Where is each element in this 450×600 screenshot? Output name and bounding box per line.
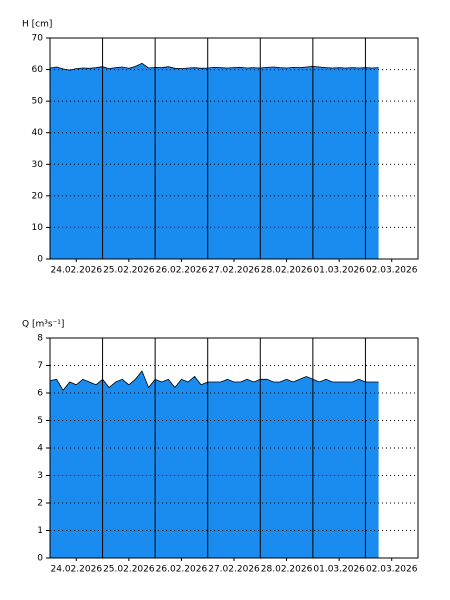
- y-tick-label: 2: [37, 499, 43, 509]
- y-tick-label: 0: [37, 255, 43, 265]
- x-tick-label: 27.02.2026: [208, 565, 260, 575]
- y-axis-label: Q [m³s⁻¹]: [22, 320, 64, 330]
- x-tick-label: 28.02.2026: [261, 565, 313, 575]
- y-tick-label: 7: [37, 361, 43, 371]
- y-tick-label: 70: [32, 34, 44, 44]
- area: [50, 371, 379, 558]
- area: [50, 63, 379, 259]
- y-tick-label: 0: [37, 554, 43, 564]
- x-tick-label: 27.02.2026: [208, 266, 260, 276]
- y-tick-label: 10: [32, 223, 44, 233]
- x-tick-label: 24.02.2026: [51, 565, 103, 575]
- x-tick-label: 25.02.2026: [103, 565, 155, 575]
- x-tick-label: 02.03.2026: [366, 266, 418, 276]
- area-outline: [49, 62, 379, 71]
- x-tick-label: 26.02.2026: [156, 565, 208, 575]
- y-tick-label: 30: [32, 160, 44, 170]
- y-tick-label: 1: [37, 526, 43, 536]
- plot-border: [49, 37, 419, 260]
- x-tick-label: 01.03.2026: [313, 266, 365, 276]
- y-tick-label: 5: [37, 416, 43, 426]
- x-tick-label: 28.02.2026: [261, 266, 313, 276]
- y-tick-label: 50: [32, 97, 44, 107]
- y-tick-label: 4: [37, 444, 43, 454]
- y-tick-label: 40: [32, 128, 44, 138]
- plot-border: [49, 337, 419, 559]
- y-tick-label: 8: [37, 334, 43, 344]
- y-axis-label: H [cm]: [22, 20, 52, 30]
- x-tick-label: 26.02.2026: [156, 266, 208, 276]
- x-tick-label: 01.03.2026: [313, 565, 365, 575]
- x-tick-label: 24.02.2026: [51, 266, 103, 276]
- y-tick-label: 60: [32, 65, 44, 75]
- area-outline: [49, 370, 379, 392]
- x-tick-label: 02.03.2026: [366, 565, 418, 575]
- y-tick-label: 6: [37, 389, 43, 399]
- y-tick-label: 3: [37, 471, 43, 481]
- x-tick-label: 25.02.2026: [103, 266, 155, 276]
- y-tick-label: 20: [32, 191, 44, 201]
